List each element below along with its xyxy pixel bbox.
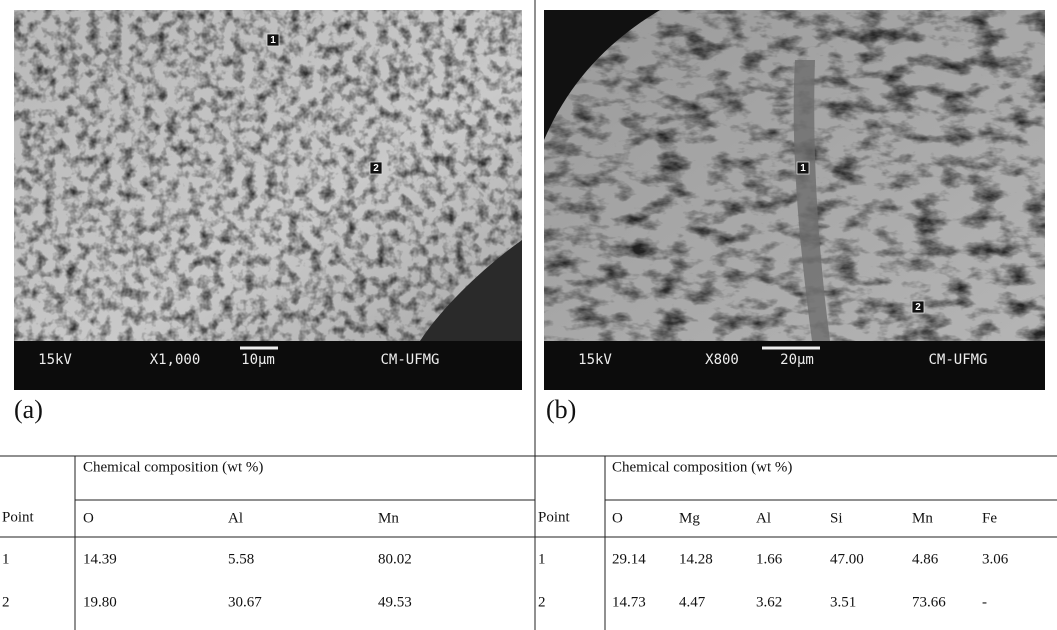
column-header: Fe <box>982 510 997 526</box>
table-cell: 14.73 <box>612 594 646 610</box>
table-cell: 3.51 <box>830 594 856 610</box>
sem-info: CM-UFMG <box>928 352 987 368</box>
sem-info: 20µm <box>780 352 814 368</box>
column-header: Al <box>756 510 771 526</box>
table-cell: 29.14 <box>612 551 646 567</box>
sem-info: CM-UFMG <box>380 352 439 368</box>
table-cell: 14.28 <box>679 551 713 567</box>
panel-label: (b) <box>546 395 576 424</box>
marker-label: 1 <box>800 163 806 174</box>
column-header: Mn <box>378 510 399 526</box>
column-header: Al <box>228 510 243 526</box>
table-cell: - <box>982 594 987 610</box>
column-header: O <box>83 510 94 526</box>
column-header: Point <box>538 509 571 525</box>
table-cell: 14.39 <box>83 551 117 567</box>
table-cell: 49.53 <box>378 594 412 610</box>
sem-info: 15kV <box>578 352 612 368</box>
table-cell: 80.02 <box>378 551 412 567</box>
sem-info: 10µm <box>241 352 275 368</box>
table-cell: 30.67 <box>228 594 262 610</box>
table-cell: 4.47 <box>679 594 706 610</box>
table-cell: 73.66 <box>912 594 946 610</box>
column-header: Si <box>830 510 843 526</box>
sem-image-a <box>14 10 522 390</box>
column-header: Point <box>2 509 35 525</box>
marker-label: 1 <box>270 35 276 46</box>
table-cell: 2 <box>2 594 10 610</box>
column-header: O <box>612 510 623 526</box>
table-cell: 1 <box>2 551 10 567</box>
panel-label: (a) <box>14 395 43 424</box>
sem-image-b <box>544 10 1045 390</box>
sem-info: X800 <box>705 352 739 368</box>
table-cell: 1 <box>538 551 546 567</box>
table-cell: 3.06 <box>982 551 1009 567</box>
column-header: Mn <box>912 510 933 526</box>
table-cell: 4.86 <box>912 551 939 567</box>
table-cell: 3.62 <box>756 594 782 610</box>
figure: (a) 1 2 15kV X1,000 10µm CM-UFMG (b) 1 2 15kV X800 2… <box>0 0 1057 630</box>
sem-info: 15kV <box>38 352 72 368</box>
column-header: Mg <box>679 510 700 526</box>
group-header: Chemical composition (wt %) <box>83 459 263 475</box>
group-header: Chemical composition (wt %) <box>612 459 792 475</box>
table-cell: 47.00 <box>830 551 864 567</box>
table-cell: 19.80 <box>83 594 117 610</box>
marker-label: 2 <box>373 163 379 174</box>
table-cell: 2 <box>538 594 546 610</box>
table-cell: 5.58 <box>228 551 254 567</box>
table-cell: 1.66 <box>756 551 783 567</box>
marker-label: 2 <box>915 302 921 313</box>
sem-info: X1,000 <box>150 352 201 368</box>
